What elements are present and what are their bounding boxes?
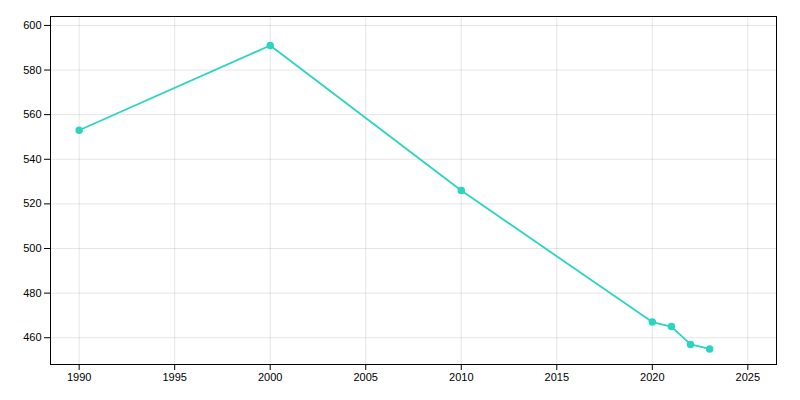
- svg-text:460: 460: [23, 331, 41, 343]
- svg-text:540: 540: [23, 153, 41, 165]
- svg-text:2015: 2015: [545, 371, 569, 383]
- svg-text:2025: 2025: [736, 371, 760, 383]
- svg-text:1990: 1990: [67, 371, 91, 383]
- svg-text:500: 500: [23, 242, 41, 254]
- svg-text:480: 480: [23, 287, 41, 299]
- svg-text:520: 520: [23, 197, 41, 209]
- svg-text:560: 560: [23, 108, 41, 120]
- svg-text:1995: 1995: [162, 371, 186, 383]
- svg-text:2000: 2000: [258, 371, 282, 383]
- svg-text:600: 600: [23, 19, 41, 31]
- svg-text:2010: 2010: [449, 371, 473, 383]
- svg-text:580: 580: [23, 64, 41, 76]
- svg-text:2020: 2020: [640, 371, 664, 383]
- svg-text:2005: 2005: [353, 371, 377, 383]
